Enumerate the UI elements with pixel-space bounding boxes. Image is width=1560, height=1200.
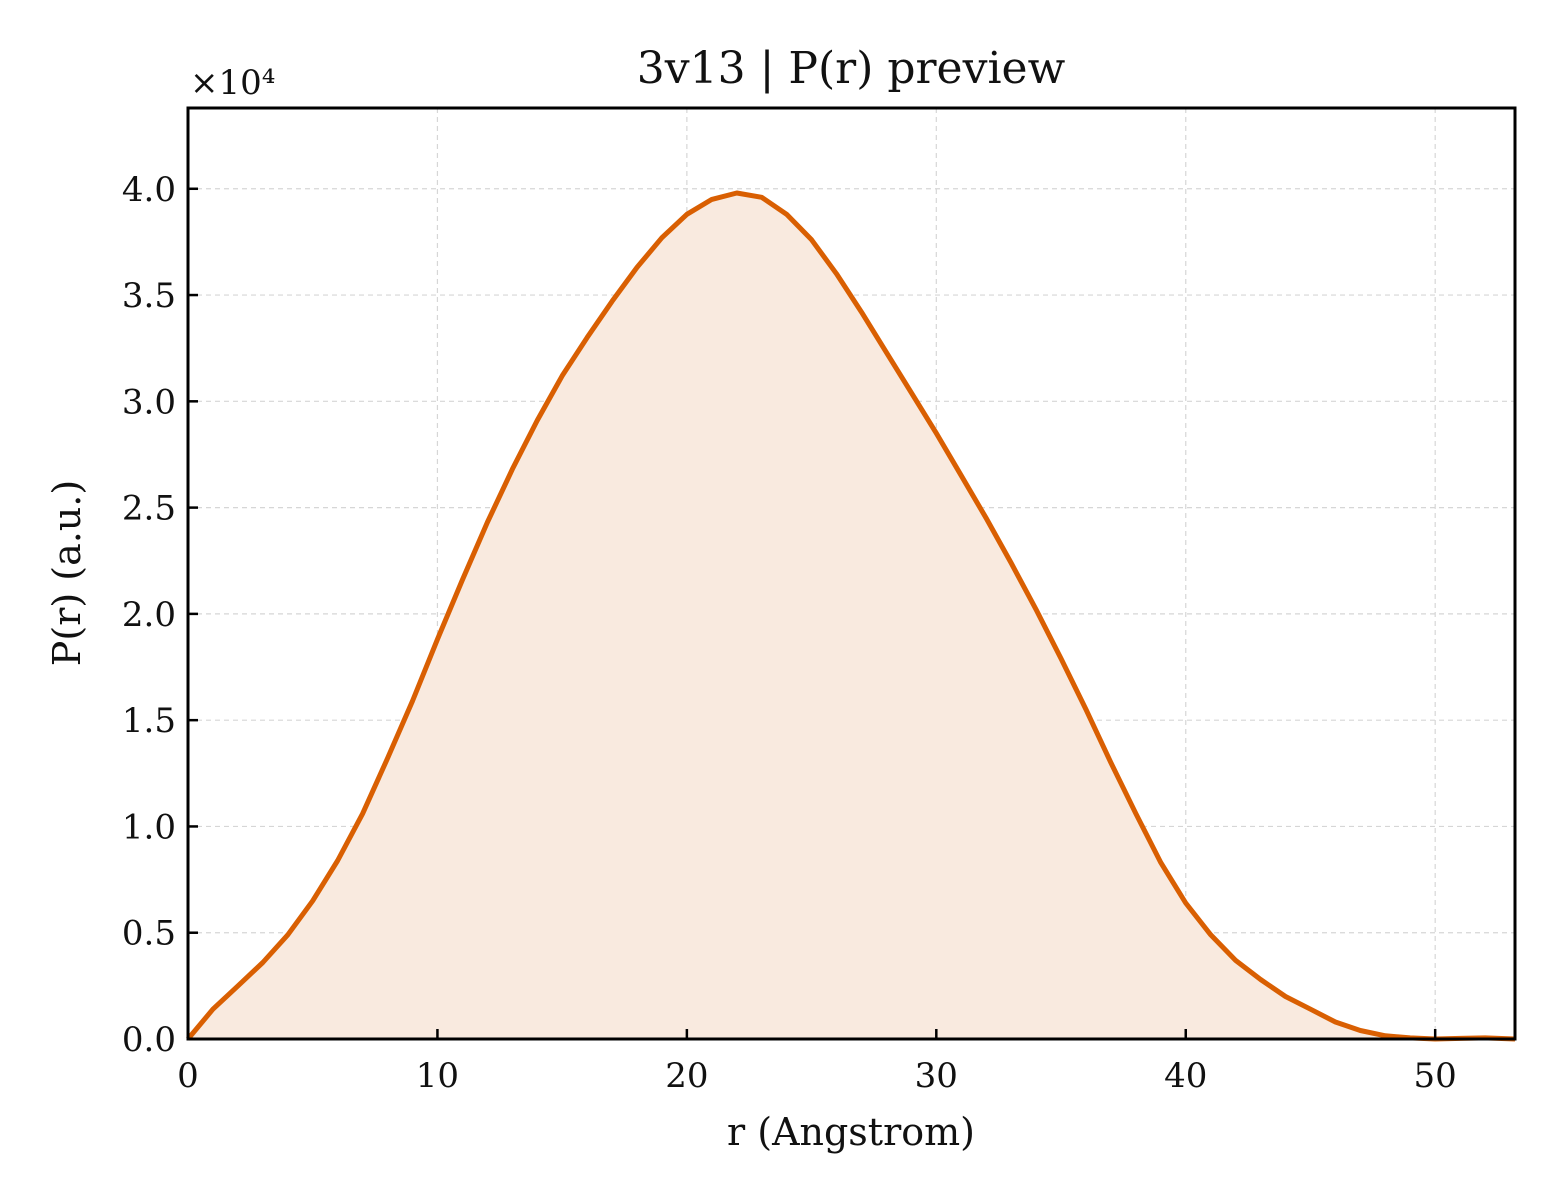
- x-tick-label: 0: [177, 1056, 199, 1096]
- x-tick-label: 30: [915, 1056, 958, 1096]
- y-tick-label: 3.5: [122, 276, 176, 316]
- y-tick-labels: 0.0 0.5 1.0 1.5 2.0 2.5 3.0 3.5 4.0: [122, 170, 176, 1060]
- x-tick-label: 50: [1414, 1056, 1457, 1096]
- area-fill: [188, 193, 1515, 1039]
- y-axis-label: P(r) (a.u.): [45, 480, 89, 666]
- y-tick-label: 1.5: [122, 701, 176, 741]
- x-tick-label: 20: [665, 1056, 708, 1096]
- plot-frame: [186, 106, 1517, 1041]
- y-tick-label: 0.5: [122, 914, 176, 954]
- y-tick-label: 2.0: [122, 595, 176, 635]
- y-tick-label: 4.0: [122, 170, 176, 210]
- ticks: [186, 187, 1437, 1041]
- x-tick-labels: 0 10 20 30 40 50: [177, 1056, 1457, 1096]
- y-tick-label: 2.5: [122, 489, 176, 529]
- x-axis-label: r (Angstrom): [727, 1110, 975, 1154]
- series-line: [186, 190, 1516, 1042]
- y-tick-label: 3.0: [122, 382, 176, 422]
- x-tick-label: 10: [416, 1056, 459, 1096]
- y-tick-label: 1.0: [122, 807, 176, 847]
- x-tick-label: 40: [1164, 1056, 1207, 1096]
- y-tick-label: 0.0: [122, 1020, 176, 1060]
- chart-title: 3v13 | P(r) preview: [637, 43, 1066, 94]
- y-multiplier-label: ×10⁴: [190, 63, 275, 103]
